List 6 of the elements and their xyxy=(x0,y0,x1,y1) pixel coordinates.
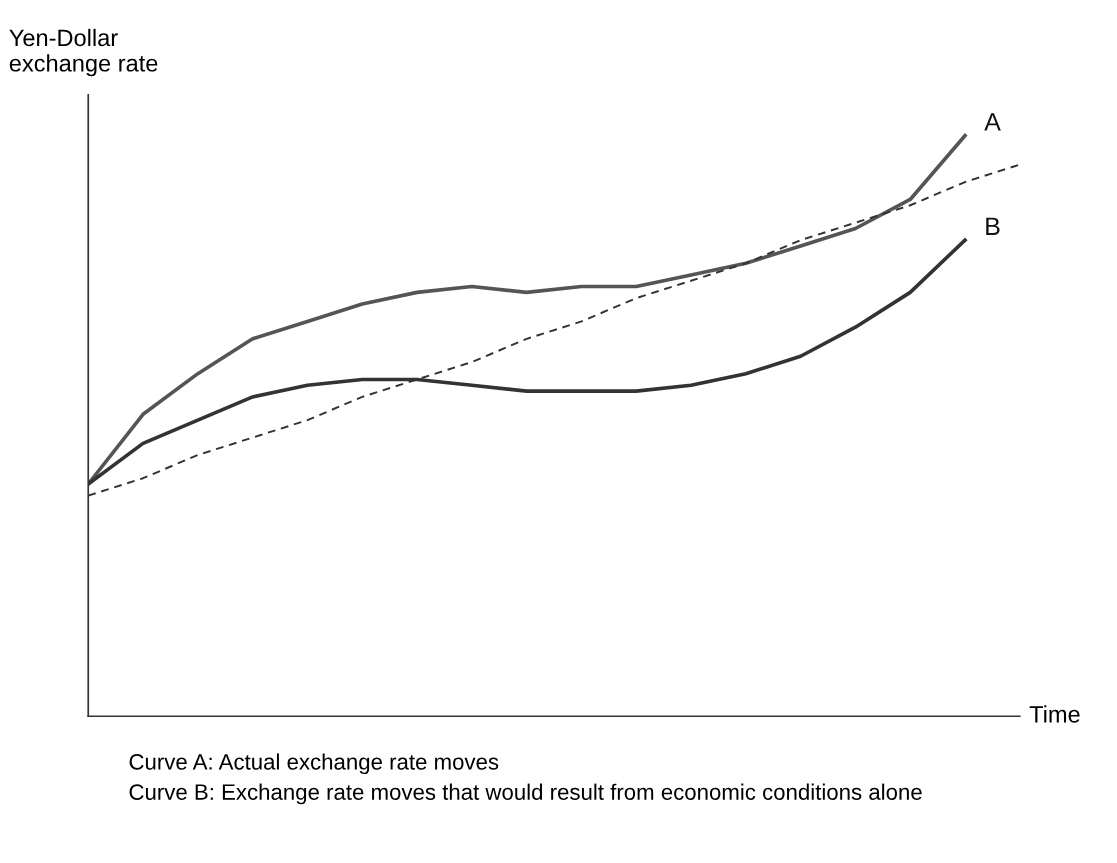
y-axis-title: Yen-Dollar exchange rate xyxy=(9,28,158,77)
series-label: A xyxy=(984,113,1001,131)
text: Curve B: Exchange rate moves that would result from economic conditions alone xyxy=(129,783,922,805)
text: Curve A: Actual exchange rate moves xyxy=(129,753,499,775)
x-axis-title: Time xyxy=(1029,705,1080,723)
series-label: B xyxy=(986,217,1000,235)
